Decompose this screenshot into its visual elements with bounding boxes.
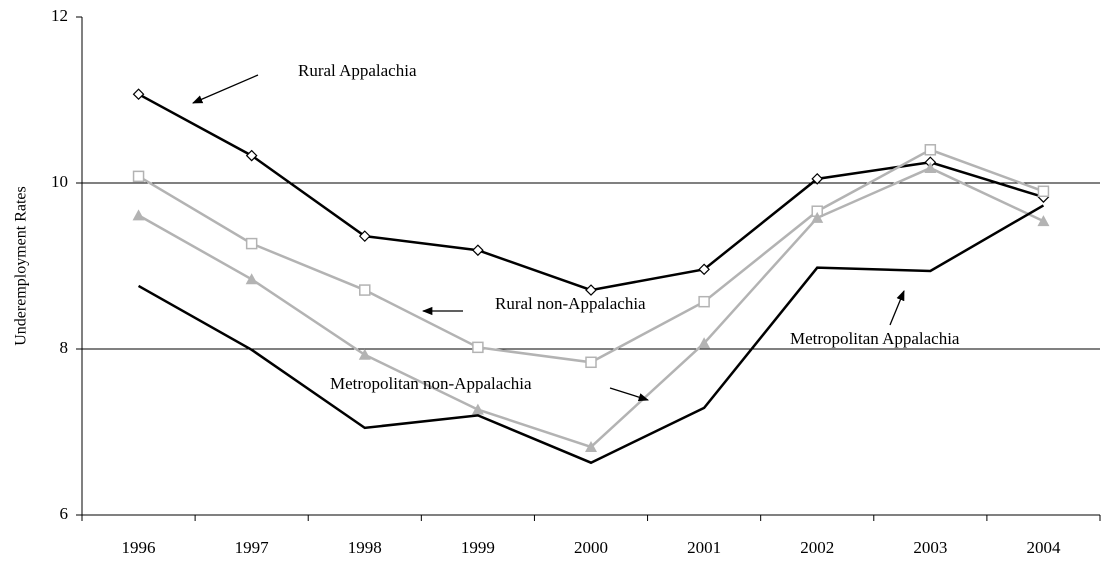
point <box>924 162 937 174</box>
point <box>245 237 258 250</box>
x-tick-label: 1998 <box>348 538 382 557</box>
y-tick-label: 8 <box>60 338 69 357</box>
x-tick-label: 2003 <box>913 538 947 557</box>
point <box>358 230 371 242</box>
point <box>132 88 145 101</box>
point <box>698 337 711 349</box>
x-tick-label: 2000 <box>574 538 608 557</box>
series-annotation: Rural Appalachia <box>298 61 417 80</box>
x-tick-label: 1996 <box>122 538 156 557</box>
point <box>472 341 484 354</box>
x-tick-label: 2002 <box>800 538 834 557</box>
point <box>471 403 484 415</box>
point <box>698 295 710 308</box>
x-tick-label: 2004 <box>1026 538 1061 557</box>
series-annotation: Rural non-Appalachia <box>495 294 646 313</box>
annotation-arrow <box>889 290 905 326</box>
point <box>1037 185 1050 198</box>
point <box>132 170 145 183</box>
point <box>585 284 597 296</box>
point <box>924 144 937 156</box>
series-annotation: Metropolitan Appalachia <box>790 329 960 348</box>
point <box>245 273 258 285</box>
x-tick-label: 1999 <box>461 538 495 557</box>
y-tick-label: 6 <box>60 504 69 523</box>
point <box>811 211 824 223</box>
point <box>245 149 258 162</box>
y-axis-label: Underemployment Rates <box>13 186 30 346</box>
point <box>698 263 710 276</box>
y-tick-label: 10 <box>51 172 68 191</box>
point <box>359 284 371 296</box>
point <box>1037 215 1050 227</box>
annotation-arrow <box>192 74 259 104</box>
y-tick-label: 12 <box>51 6 68 25</box>
point <box>472 244 484 257</box>
point <box>358 348 371 360</box>
point <box>132 209 145 221</box>
x-tick-label: 1997 <box>235 538 270 557</box>
point <box>585 440 597 452</box>
point <box>811 173 824 185</box>
point <box>585 356 597 369</box>
series-annotation: Metropolitan non-Appalachia <box>330 374 532 393</box>
annotation-arrow <box>609 387 649 402</box>
series-line <box>137 93 1044 292</box>
x-tick-label: 2001 <box>687 538 721 557</box>
series-line <box>137 204 1045 465</box>
